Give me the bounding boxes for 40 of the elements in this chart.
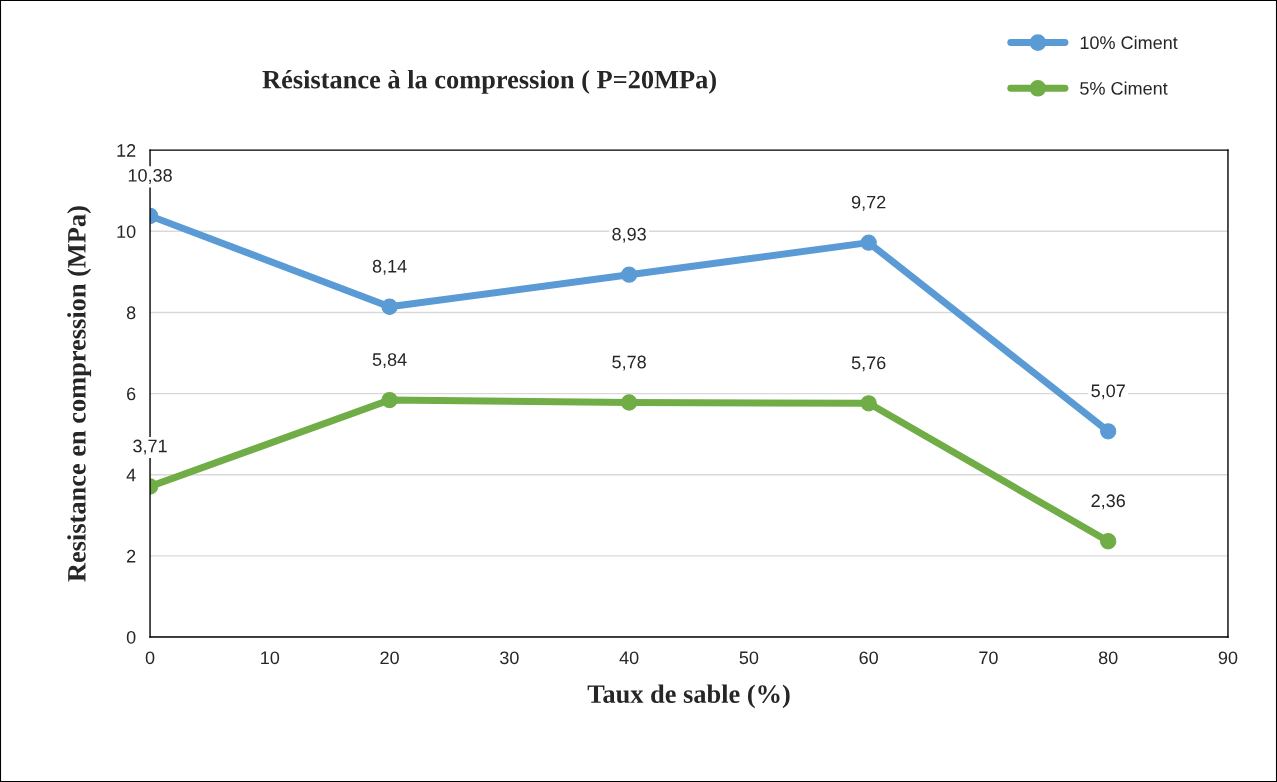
legend-label: 5% Ciment bbox=[1080, 81, 1168, 95]
y-tick-label: 4 bbox=[126, 468, 136, 482]
data-label: 8,14 bbox=[372, 259, 407, 275]
y-tick-label: 2 bbox=[127, 549, 136, 563]
x-tick-label: 0 bbox=[145, 651, 155, 665]
y-axis-title: Resistance en compression (MPa) bbox=[67, 206, 92, 582]
y-tick-label: 0 bbox=[126, 630, 136, 644]
data-label: 9,72 bbox=[851, 195, 886, 211]
data-label: 5,84 bbox=[372, 353, 407, 369]
y-tick-label: 8 bbox=[126, 306, 136, 320]
legend-label: 10% Ciment bbox=[1080, 35, 1178, 50]
data-label: 5,76 bbox=[851, 356, 886, 372]
data-label: 8,93 bbox=[612, 227, 646, 243]
x-tick-label: 50 bbox=[739, 651, 759, 665]
point bbox=[620, 394, 638, 411]
x-tick-label: 60 bbox=[859, 651, 878, 665]
data-label: 5,07 bbox=[1091, 384, 1125, 400]
x-tick-label: 80 bbox=[1098, 651, 1118, 665]
y-tick-label: 10 bbox=[117, 225, 136, 239]
point bbox=[1100, 533, 1117, 550]
point bbox=[381, 298, 398, 315]
x-axis-title: Taux de sable (%) bbox=[587, 684, 790, 709]
x-tick-label: 30 bbox=[500, 651, 519, 665]
point bbox=[620, 266, 638, 283]
x-tick-label: 10 bbox=[261, 651, 280, 665]
x-tick-label: 70 bbox=[979, 651, 998, 665]
x-tick-label: 20 bbox=[380, 651, 399, 665]
y-tick-label: 12 bbox=[117, 144, 136, 157]
chart-title: Résistance à la compression ( P=20MPa) bbox=[262, 69, 716, 94]
data-label: 5,78 bbox=[612, 355, 646, 371]
x-tick-label: 40 bbox=[619, 651, 639, 665]
point bbox=[860, 234, 877, 251]
point bbox=[381, 391, 398, 409]
data-label: 10,38 bbox=[128, 168, 172, 184]
point bbox=[1100, 423, 1117, 440]
data-label: 3,71 bbox=[133, 439, 167, 455]
point bbox=[860, 395, 877, 412]
y-tick-label: 6 bbox=[127, 387, 136, 401]
data-label: 2,36 bbox=[1091, 494, 1125, 510]
x-tick-label: 90 bbox=[1218, 651, 1238, 665]
